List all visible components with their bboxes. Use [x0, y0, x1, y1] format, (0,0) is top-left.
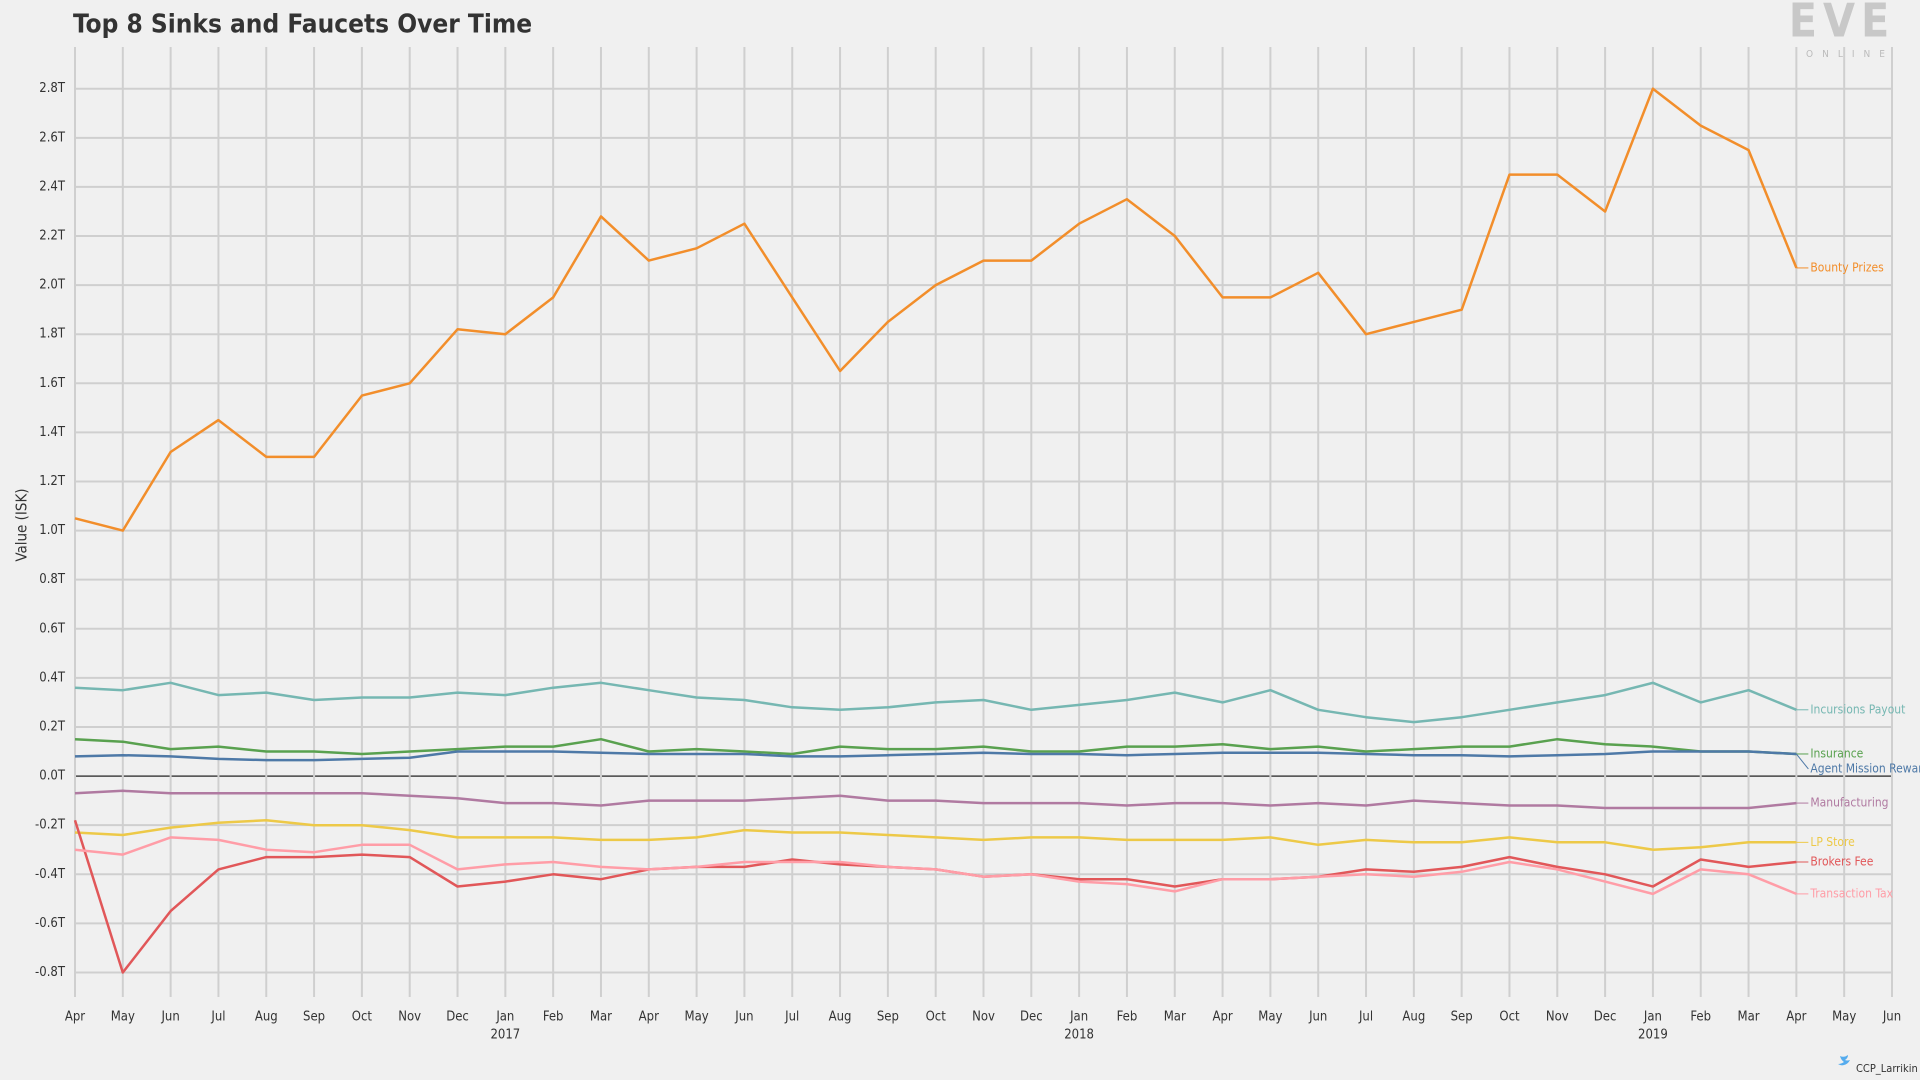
x-tick-label: Aug	[829, 1010, 852, 1025]
x-tick-label: Jun	[734, 1010, 753, 1025]
x-tick-label: Apr	[65, 1010, 85, 1025]
y-tick-label: 1.8T	[39, 327, 66, 342]
series-label: Brokers Fee	[1810, 854, 1873, 868]
y-tick-label: 0.4T	[39, 670, 66, 685]
x-tick-label: Dec	[1020, 1010, 1043, 1025]
series-label: Manufacturing	[1810, 796, 1888, 810]
series-line	[74, 789, 1797, 810]
x-tick-label: Sep	[303, 1010, 325, 1025]
x-tick-label: Jan	[1069, 1010, 1088, 1025]
x-tick-label: Feb	[1117, 1010, 1138, 1025]
x-tick-label: Aug	[1402, 1010, 1425, 1025]
x-tick-label: Jan	[495, 1010, 514, 1025]
series-line	[74, 681, 1797, 724]
x-tick-label: Oct	[1499, 1010, 1520, 1025]
y-tick-label: 0.2T	[39, 719, 66, 734]
y-tick-label: 2.4T	[39, 179, 66, 194]
x-tick-label: Sep	[877, 1010, 899, 1025]
x-tick-label: May	[1832, 1010, 1856, 1025]
y-tick-label: 0.6T	[39, 621, 66, 636]
series-label: Incursions Payout	[1810, 702, 1905, 716]
series-label: Agent Mission Rewards	[1810, 761, 1920, 775]
x-tick-label: Jul	[1358, 1010, 1373, 1025]
y-tick-label: -0.6T	[35, 916, 66, 931]
x-tick-label: Jun	[1882, 1010, 1901, 1025]
y-tick-label: 1.0T	[39, 523, 66, 538]
series-label: LP Store	[1810, 835, 1855, 849]
x-tick-label: Nov	[972, 1010, 995, 1025]
x-tick-label: Jun	[160, 1010, 179, 1025]
y-tick-label: 2.8T	[39, 81, 66, 96]
chart-title: Top 8 Sinks and Faucets Over Time	[73, 10, 532, 40]
x-tick-label: Apr	[1212, 1010, 1232, 1025]
x-tick-label: Aug	[255, 1010, 278, 1025]
x-tick-label: Feb	[543, 1010, 564, 1025]
x-tick-label: Mar	[590, 1010, 612, 1025]
x-tick-label: Oct	[926, 1010, 947, 1025]
x-tick-label: Sep	[1451, 1010, 1473, 1025]
x-year-label: 2018	[1064, 1028, 1094, 1043]
y-tick-label: 2.2T	[39, 229, 66, 244]
x-tick-label: Apr	[639, 1010, 659, 1025]
x-tick-label: Mar	[1164, 1010, 1186, 1025]
y-tick-label: -0.8T	[35, 965, 66, 980]
twitter-icon	[1838, 1055, 1850, 1066]
x-tick-label: Nov	[398, 1010, 421, 1025]
label-leader	[1795, 753, 1809, 770]
series-label: Transaction Tax	[1809, 886, 1893, 900]
x-tick-label: Jun	[1308, 1010, 1327, 1025]
credit: CCP_Larrikin	[1856, 1062, 1918, 1075]
y-tick-label: 1.2T	[39, 474, 66, 489]
series-line	[74, 750, 1797, 762]
x-tick-label: Feb	[1690, 1010, 1711, 1025]
x-tick-label: Dec	[446, 1010, 469, 1025]
logo-title: EVE	[1789, 0, 1896, 48]
x-tick-label: Jul	[784, 1010, 799, 1025]
x-tick-label: May	[111, 1010, 135, 1025]
series-line	[74, 87, 1798, 532]
y-tick-label: 2.0T	[39, 278, 66, 293]
y-tick-label: 2.6T	[39, 130, 66, 145]
x-tick-label: Mar	[1738, 1010, 1760, 1025]
series-label: Insurance	[1810, 746, 1863, 760]
x-year-label: 2019	[1638, 1028, 1668, 1043]
x-tick-label: Dec	[1594, 1010, 1617, 1025]
y-axis-title: Value (ISK)	[13, 488, 31, 561]
x-tick-label: May	[685, 1010, 709, 1025]
series-line	[74, 737, 1797, 756]
series-label: Bounty Prizes	[1810, 260, 1884, 274]
series-line	[74, 836, 1797, 896]
x-year-label: 2017	[490, 1028, 520, 1043]
x-tick-label: May	[1258, 1010, 1282, 1025]
y-tick-label: 0.8T	[39, 572, 66, 587]
x-tick-label: Apr	[1786, 1010, 1806, 1025]
y-tick-label: 1.6T	[39, 376, 66, 391]
y-tick-label: 1.4T	[39, 425, 66, 440]
y-tick-label: 0.0T	[39, 769, 66, 784]
x-tick-label: Nov	[1546, 1010, 1569, 1025]
x-tick-label: Jul	[210, 1010, 225, 1025]
logo-subtitle: ONLINE	[1806, 49, 1894, 60]
x-tick-label: Jan	[1643, 1010, 1662, 1025]
series-line	[74, 819, 1797, 851]
y-tick-label: -0.2T	[35, 818, 66, 833]
y-tick-label: -0.4T	[35, 867, 66, 882]
x-tick-label: Oct	[352, 1010, 373, 1025]
